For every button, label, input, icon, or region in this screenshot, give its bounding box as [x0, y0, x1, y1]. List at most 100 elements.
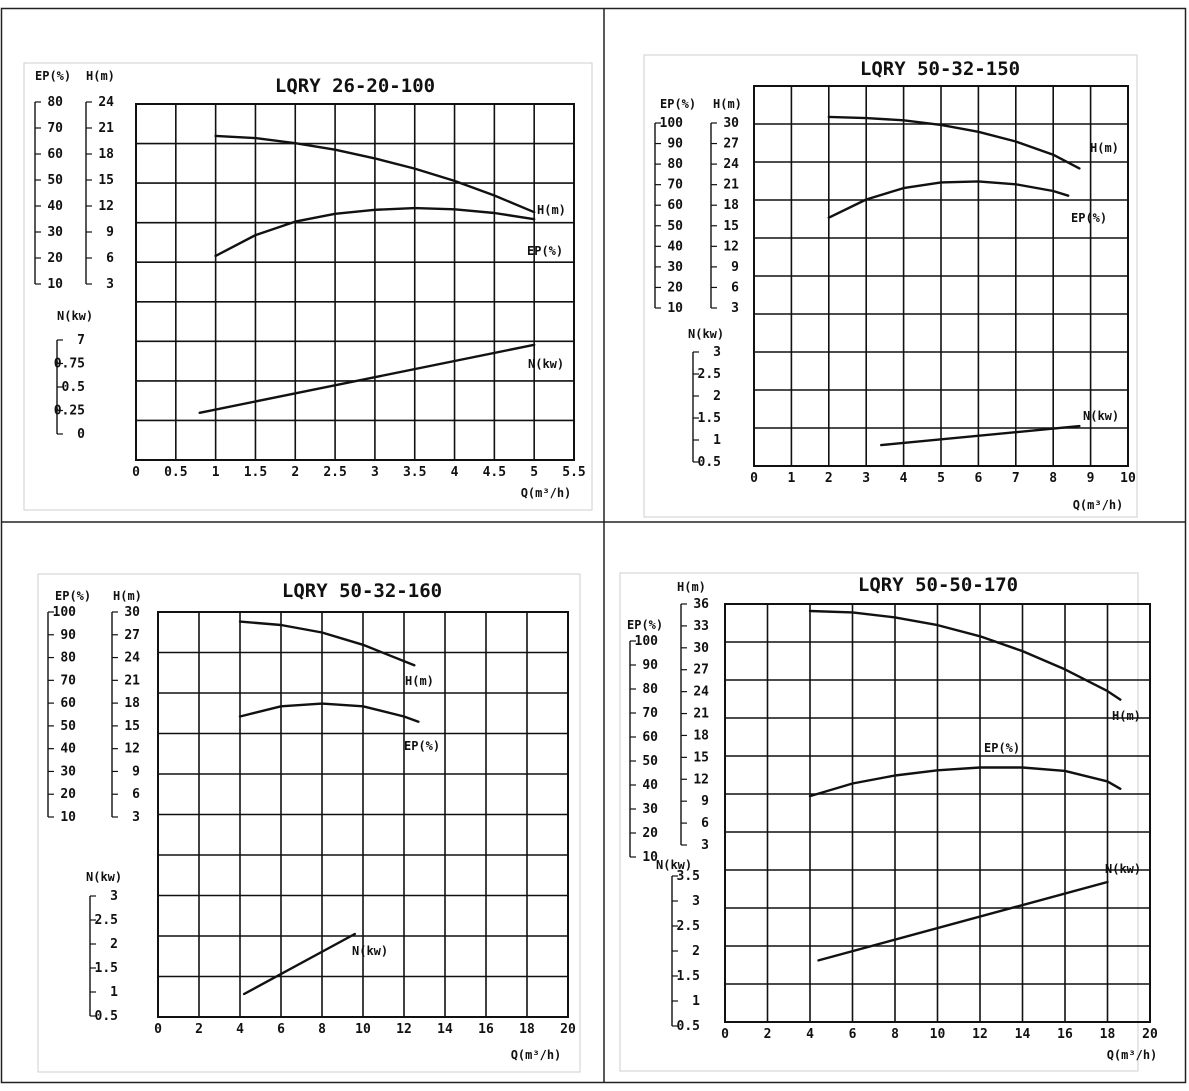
x-tick-label: 0 — [154, 1022, 162, 1037]
ep-tick-label: 50 — [667, 219, 683, 234]
h-tick-label: 3 — [132, 810, 140, 825]
ep-tick-label: 70 — [60, 673, 76, 688]
x-tick-label: 14 — [1015, 1027, 1031, 1042]
x-tick-label: 3.5 — [403, 465, 426, 480]
x-tick-label: 12 — [396, 1022, 412, 1037]
n-tick-label: 0.5 — [62, 380, 85, 395]
x-tick-label: 0.5 — [164, 465, 187, 480]
x-tick-label: 5.5 — [562, 465, 585, 480]
h-tick-label: 12 — [98, 199, 114, 214]
n-tick-label: 1 — [110, 985, 118, 1000]
ep-tick-label: 60 — [667, 198, 683, 213]
h-tick-label: 9 — [132, 764, 140, 779]
x-tick-label: 8 — [891, 1027, 899, 1042]
x-tick-label: 8 — [1049, 471, 1057, 486]
h-tick-label: 15 — [98, 173, 114, 188]
ep-tick-label: 80 — [667, 157, 683, 172]
ep-curve — [214, 206, 536, 258]
n-tick-label: 1.5 — [677, 969, 700, 984]
x-tick-label: 3 — [371, 465, 379, 480]
n-tick-label: 2.5 — [677, 919, 700, 934]
h-tick-label: 30 — [723, 116, 739, 131]
ep-axis-label: EP(%) — [627, 618, 663, 632]
n-curve-label: N(kw) — [1105, 862, 1141, 876]
chart-frame — [37, 573, 581, 1073]
ep-tick-label: 90 — [642, 658, 658, 673]
ep-tick-label: 100 — [53, 605, 77, 620]
n-tick-label: 0.5 — [95, 1009, 118, 1024]
n-curve — [242, 932, 356, 996]
x-tick-label: 9 — [1087, 471, 1095, 486]
x-tick-label: 1 — [787, 471, 795, 486]
x-tick-label: 20 — [560, 1022, 576, 1037]
ep-tick-label: 10 — [47, 277, 63, 292]
ep-curve-label: EP(%) — [1071, 211, 1107, 225]
x-tick-label: 16 — [1057, 1027, 1073, 1042]
h-tick-label: 27 — [693, 663, 709, 678]
ep-tick-label: 10 — [60, 810, 76, 825]
ep-tick-label: 40 — [60, 742, 76, 757]
x-axis-label: Q(m³/h) — [1107, 1048, 1158, 1062]
h-curve-label: H(m) — [405, 674, 434, 688]
ep-tick-label: 10 — [642, 850, 658, 865]
h-tick-label: 27 — [124, 628, 140, 643]
n-tick-label: 0.5 — [698, 455, 721, 470]
h-curve — [238, 620, 416, 667]
n-tick-label: 0.5 — [677, 1019, 700, 1034]
x-tick-label: 1 — [212, 465, 220, 480]
h-tick-label: 30 — [693, 641, 709, 656]
h-curve-label: H(m) — [537, 203, 566, 217]
h-tick-label: 6 — [132, 787, 140, 802]
ep-tick-label: 90 — [60, 628, 76, 643]
ep-tick-label: 60 — [47, 147, 63, 162]
x-tick-label: 4 — [806, 1027, 814, 1042]
x-tick-label: 6 — [277, 1022, 285, 1037]
x-tick-label: 1.5 — [244, 465, 267, 480]
chart-1: LQRY 26-20-100 0 0.5 1 1.5 2 2.5 3 3.5 4 4.5 5 5.5 Q(… — [23, 62, 593, 511]
ep-tick-label: 10 — [667, 301, 683, 316]
h-tick-label: 15 — [723, 219, 739, 234]
n-tick-label: 1 — [692, 994, 700, 1009]
h-axis-label: H(m) — [713, 97, 742, 111]
ep-tick-label: 20 — [642, 826, 658, 841]
ep-tick-label: 30 — [642, 802, 658, 817]
ep-tick-label: 80 — [60, 651, 76, 666]
h-tick-label: 12 — [693, 772, 709, 787]
h-tick-label: 9 — [701, 794, 709, 809]
ep-tick-label: 20 — [60, 787, 76, 802]
ep-tick-label: 50 — [47, 173, 63, 188]
chart-title: LQRY 50-32-150 — [860, 58, 1020, 80]
n-tick-label: 2.5 — [698, 367, 721, 382]
chart-title: LQRY 50-50-170 — [858, 574, 1018, 596]
x-tick-label: 10 — [930, 1027, 946, 1042]
x-tick-label: 2 — [195, 1022, 203, 1037]
h-tick-label: 12 — [124, 742, 140, 757]
ep-tick-label: 60 — [642, 730, 658, 745]
chart-frame — [23, 62, 593, 511]
ep-tick-label: 20 — [667, 280, 683, 295]
ep-curve — [827, 180, 1070, 219]
n-tick-label: 3 — [110, 889, 118, 904]
ep-tick-label: 50 — [60, 719, 76, 734]
h-axis-label: H(m) — [677, 580, 706, 594]
h-tick-label: 18 — [124, 696, 140, 711]
ep-axis-label: EP(%) — [35, 69, 71, 83]
h-curve-label: H(m) — [1090, 141, 1119, 155]
ep-axis-label: EP(%) — [55, 589, 91, 603]
x-tick-label: 3 — [862, 471, 870, 486]
x-tick-label: 12 — [972, 1027, 988, 1042]
x-tick-label: 2.5 — [323, 465, 346, 480]
x-tick-label: 7 — [1012, 471, 1020, 486]
n-tick-label: 0 — [77, 427, 85, 442]
h-tick-label: 36 — [693, 597, 709, 612]
chart-frame — [643, 54, 1138, 518]
h-tick-label: 24 — [98, 95, 114, 110]
n-tick-label: 1.5 — [95, 961, 118, 976]
h-tick-label: 6 — [701, 816, 709, 831]
x-tick-label: 2 — [825, 471, 833, 486]
ep-tick-label: 40 — [642, 778, 658, 793]
h-tick-label: 18 — [98, 147, 114, 162]
